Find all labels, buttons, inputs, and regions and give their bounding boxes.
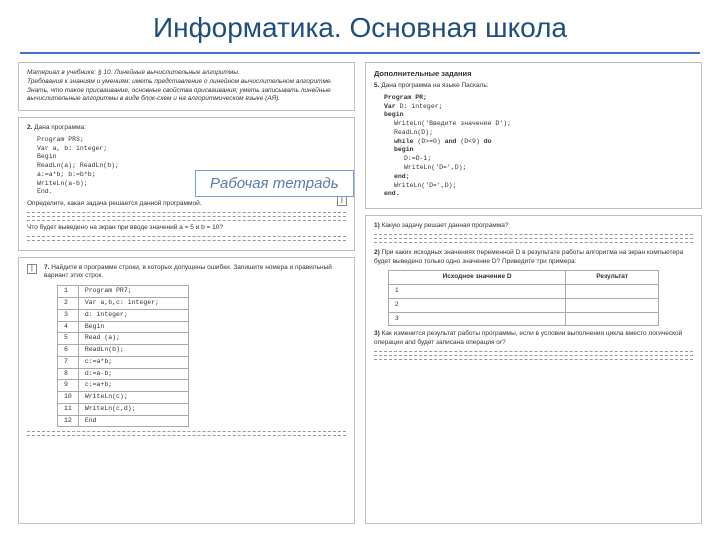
task2-num: 2.: [27, 124, 32, 131]
table-row: 5: [58, 333, 79, 345]
code-line: WriteLn('D=',D);: [404, 164, 693, 173]
table-row: d: integer;: [78, 309, 188, 321]
task5-head: Дана программа на языке Паскаль:: [381, 82, 488, 89]
task7-num: 7.: [44, 264, 49, 271]
table-row: 11: [58, 403, 79, 415]
code-line: begin: [384, 111, 693, 120]
code-line: end.: [384, 190, 693, 199]
note-icon: [337, 196, 347, 206]
task2-q2: Что будет выведено на экран при вводе зн…: [27, 224, 346, 233]
table-row: WriteLn(c,d);: [78, 403, 188, 415]
code-line: Program PR3;: [37, 136, 346, 145]
card-extra: Дополнительные задания 5. Дана программа…: [365, 62, 702, 209]
code-line: Var a, b: integer;: [37, 145, 346, 154]
th-result: Результат: [566, 271, 659, 285]
blank-line: [374, 238, 693, 239]
result-table: Исходное значение D Результат 1 2 3: [388, 270, 659, 326]
table-row: 3: [389, 312, 566, 326]
task5-code: Program PR; Var Var D: integer;D: intege…: [384, 94, 693, 199]
blank-line: [27, 236, 346, 237]
blank-line: [374, 234, 693, 235]
blank-line: [27, 431, 346, 432]
task2-q1: Определите, какая задача решается данной…: [27, 200, 346, 209]
code-line: begin: [394, 146, 693, 155]
code-line: ReadLn(D);: [394, 129, 693, 138]
workbook-label: Рабочая тетрадь: [195, 170, 354, 197]
card-questions: 1) Какую задачу решает данная программа?…: [365, 215, 702, 524]
table-row: c:=a+b;: [78, 380, 188, 392]
table-row: WriteLn(c);: [78, 392, 188, 404]
table-row: Read (a);: [78, 333, 188, 345]
table-row: 12: [58, 415, 79, 427]
blank-line: [27, 240, 346, 241]
table-row: End: [78, 415, 188, 427]
q3-text: Как изменится результат работы программы…: [374, 330, 682, 346]
q1-text: Какую задачу решает данная программа?: [382, 222, 509, 229]
blank-line: [374, 359, 693, 360]
table-row: 7: [58, 356, 79, 368]
extra-heading: Дополнительные задания: [374, 69, 693, 79]
table-row: c:=a*b;: [78, 356, 188, 368]
card-task7: 7. Найдите в программе строки, в которых…: [18, 257, 355, 524]
q3-num: 3): [374, 330, 380, 337]
table-row: ReadLn(b);: [78, 345, 188, 357]
blank-line: [27, 216, 346, 217]
table-row: 1: [58, 286, 79, 298]
table-row: 2: [58, 298, 79, 310]
code-line: WriteLn('Введите значение D');: [394, 120, 693, 129]
code-line: Begin: [37, 153, 346, 162]
right-column: Дополнительные задания 5. Дана программа…: [365, 62, 702, 524]
card-material: Материал в учебнике: § 10. Линейные вычи…: [18, 62, 355, 111]
task7-table: 1Program PR7;2Var a,b,c: integer;3d: int…: [57, 285, 189, 427]
blank-line: [374, 351, 693, 352]
content-area: Материал в учебнике: § 10. Линейные вычи…: [0, 54, 720, 524]
code-line: D:=D-1;: [404, 155, 693, 164]
table-row: Program PR7;: [78, 286, 188, 298]
q2-text: При каких исходных значениях переменной …: [374, 249, 683, 265]
blank-line: [374, 242, 693, 243]
note-icon: [27, 264, 37, 274]
task7-head: Найдите в программе строки, в которых до…: [44, 264, 332, 280]
table-row: Begin: [78, 321, 188, 333]
table-row: d:=a-b;: [78, 368, 188, 380]
table-row: Var a,b,c: integer;: [78, 298, 188, 310]
material-line2: Требования к знаниям и умениям: иметь пр…: [27, 78, 346, 104]
left-column: Материал в учебнике: § 10. Линейные вычи…: [18, 62, 355, 524]
blank-line: [27, 220, 346, 221]
material-line1: Материал в учебнике: § 10. Линейные вычи…: [27, 69, 346, 78]
blank-line: [374, 355, 693, 356]
code-line: end;: [394, 173, 693, 182]
code-line: WriteLn('D=',D);: [394, 182, 693, 191]
table-row: 4: [58, 321, 79, 333]
task5-num: 5.: [374, 82, 379, 89]
th-value: Исходное значение D: [389, 271, 566, 285]
table-row: 2: [389, 298, 566, 312]
table-row: 10: [58, 392, 79, 404]
code-line: Program PR;: [384, 94, 427, 101]
table-row: 1: [389, 285, 566, 299]
blank-line: [27, 212, 346, 213]
table-row: 9: [58, 380, 79, 392]
q1-num: 1): [374, 222, 380, 229]
task2-head: Дана программа:: [34, 124, 86, 131]
table-row: 8: [58, 368, 79, 380]
blank-line: [27, 435, 346, 436]
table-row: 3: [58, 309, 79, 321]
table-row: 6: [58, 345, 79, 357]
page-title: Информатика. Основная школа: [20, 0, 700, 54]
q2-num: 2): [374, 249, 380, 256]
